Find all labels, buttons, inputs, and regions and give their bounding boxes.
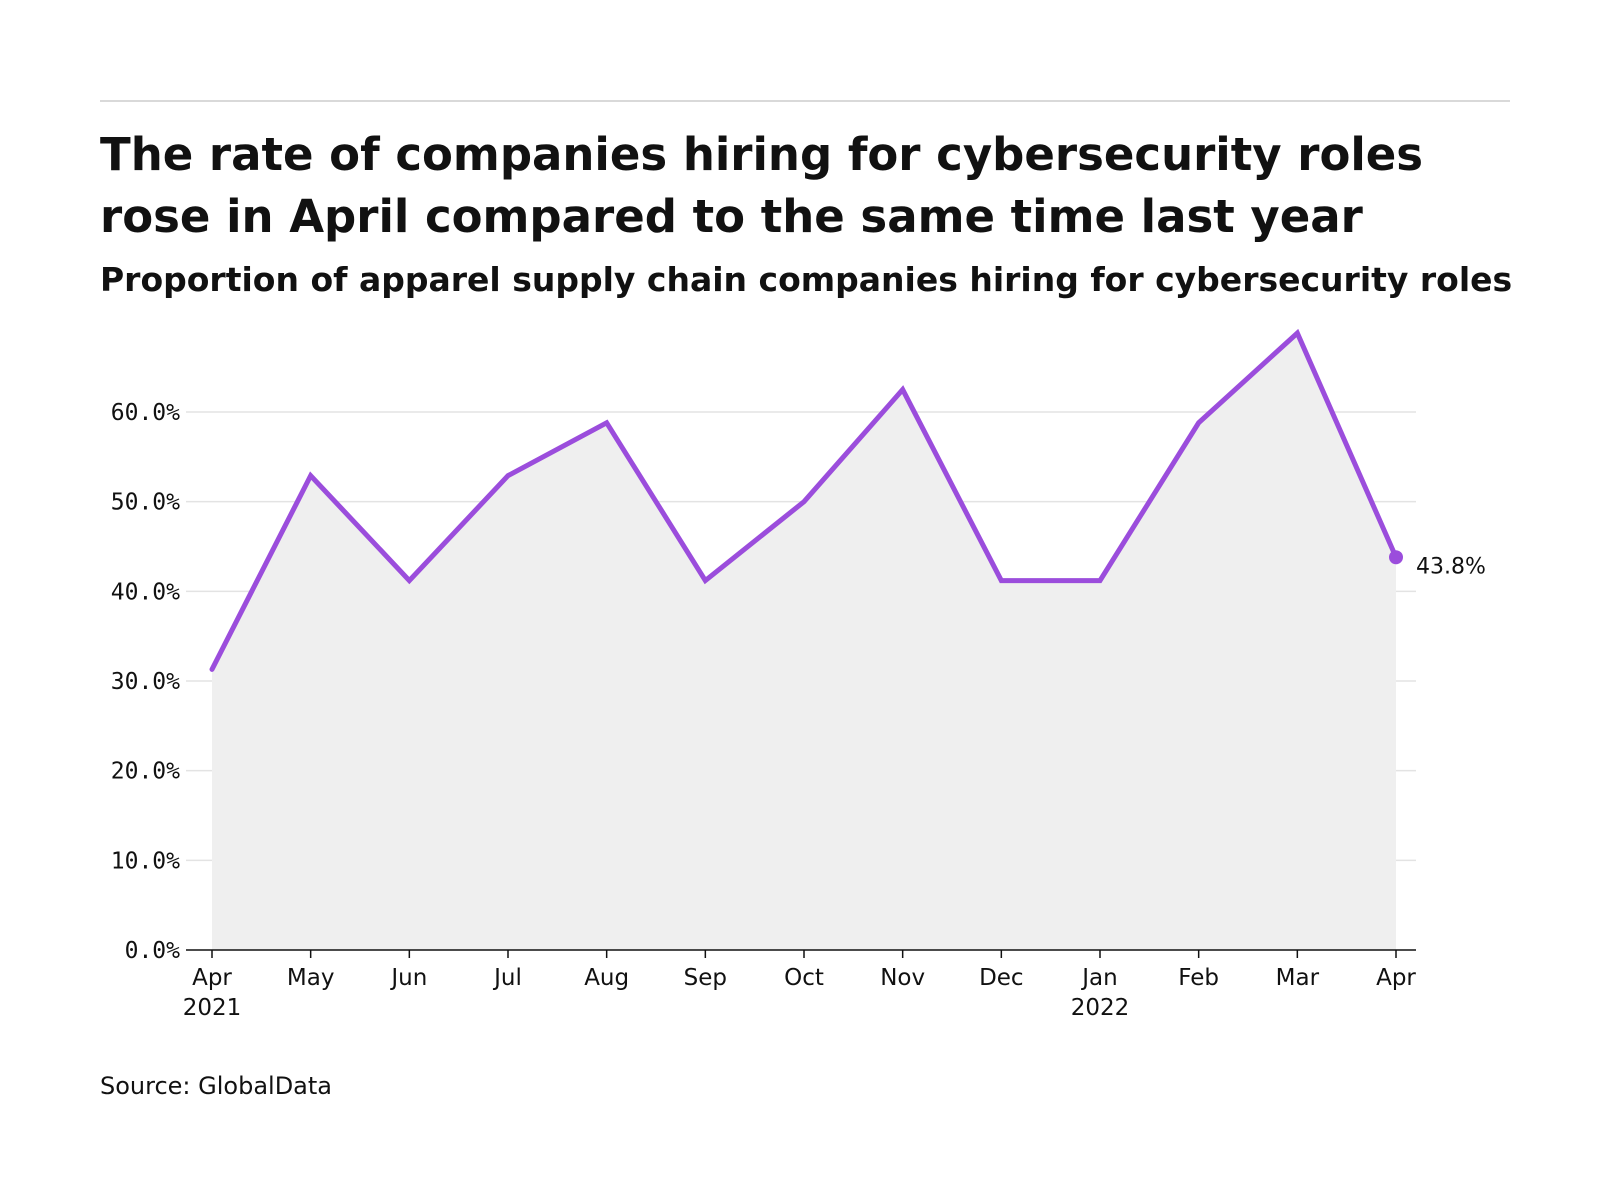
y-axis-ticks: 0.0% 10.0% 20.0% 30.0% 40.0% 50.0% 60.0% bbox=[111, 400, 180, 964]
y-tick-label: 30.0% bbox=[111, 669, 180, 695]
y-tick-label: 40.0% bbox=[111, 579, 180, 605]
series-area bbox=[212, 333, 1396, 950]
x-tick-label-month: Oct bbox=[784, 965, 824, 991]
area-fill-layer bbox=[212, 333, 1396, 950]
x-tick-label-month: May bbox=[287, 965, 335, 991]
y-tick-label: 60.0% bbox=[111, 400, 180, 426]
line-chart: 0.0% 10.0% 20.0% 30.0% 40.0% 50.0% 60.0% Apr 20… bbox=[111, 328, 1486, 1021]
series-line bbox=[209, 328, 1399, 672]
y-tick-label: 50.0% bbox=[111, 490, 180, 516]
x-tick-label-month: Apr bbox=[192, 965, 232, 991]
series-line-layer bbox=[209, 328, 1403, 672]
end-point-marker bbox=[1389, 550, 1403, 565]
x-tick-label-month: Mar bbox=[1276, 965, 1320, 991]
x-tick-label-month: Jan bbox=[1080, 965, 1117, 991]
y-tick-label: 20.0% bbox=[111, 759, 180, 785]
x-tick-label-month: Apr bbox=[1376, 965, 1416, 991]
y-tick-label: 10.0% bbox=[111, 848, 180, 874]
x-axis-ticks: Apr 2021 May Jun Jul Aug Sep Oct Nov Dec Jan 2022 Fe… bbox=[183, 950, 1416, 1021]
chart-title: The rate of companies hiring for cyberse… bbox=[100, 128, 1424, 243]
chart-subtitle: Proportion of apparel supply chain compa… bbox=[100, 260, 1513, 299]
x-tick-label-month: Aug bbox=[584, 965, 629, 991]
y-tick-label: 0.0% bbox=[125, 938, 181, 964]
x-tick-label-month: Jul bbox=[492, 965, 522, 991]
x-tick-label-month: Dec bbox=[979, 965, 1024, 991]
x-tick-label-month: Sep bbox=[684, 965, 727, 991]
end-value-label: 43.8% bbox=[1416, 554, 1486, 579]
x-tick-label-month: Feb bbox=[1178, 965, 1219, 991]
data-labels: 43.8% bbox=[1416, 554, 1486, 579]
x-tick-label-year: 2022 bbox=[1071, 995, 1130, 1021]
x-tick-label-month: Jun bbox=[389, 965, 427, 991]
x-tick-label-year: 2021 bbox=[183, 995, 242, 1021]
x-tick-label-month: Nov bbox=[880, 965, 925, 991]
top-divider bbox=[100, 100, 1510, 102]
source-note: Source: GlobalData bbox=[100, 1072, 333, 1100]
